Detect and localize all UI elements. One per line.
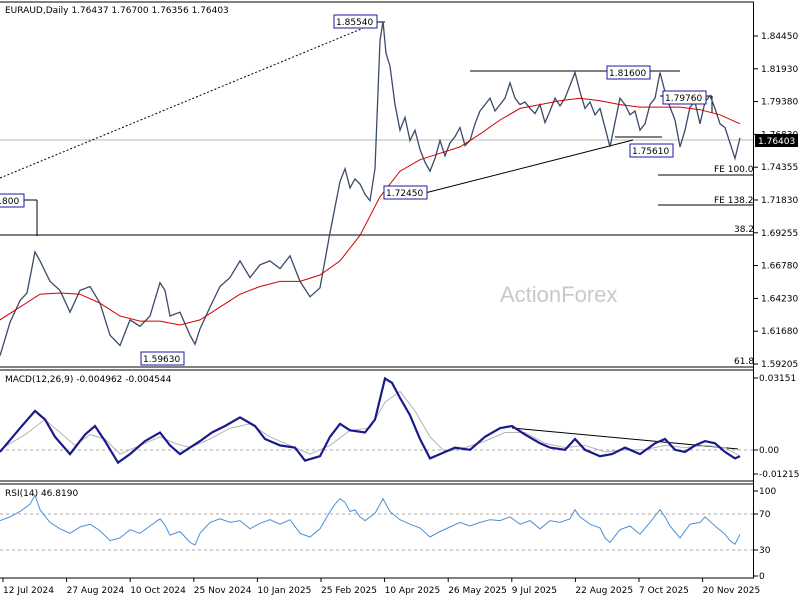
macd-axis: 0.03151 0.00 -0.012158 [754,374,800,480]
date-axis: 12 Jul 2024 27 Aug 2024 10 Oct 2024 25 Nov … [2,578,761,596]
price-tick-label: 1.59205 [761,360,798,370]
macd-tick-label: 0.00 [759,446,779,456]
svg-text:1.76403: 1.76403 [758,137,795,147]
macd-title: MACD(12,26,9) -0.004962 -0.004544 [5,375,172,385]
price-tick-label: 1.79380 [761,98,798,108]
fib-label-38: 38.2 [734,225,754,235]
price-tick-label: 1.69255 [761,229,798,239]
macd-panel: MACD(12,26,9) -0.004962 -0.004544 0.0315… [0,374,800,480]
date-tick-label: 25 Feb 2025 [321,586,377,596]
macd-series [0,376,741,465]
price-panel: EURAUD,Daily 1.76437 1.76700 1.76356 1.7… [0,6,798,370]
date-tick-label: 22 Aug 2025 [575,586,633,596]
price-tick-label: 1.74355 [761,163,798,173]
rsi-tick-label: 70 [759,510,771,520]
rsi-tick-label: 0 [759,572,765,582]
level-label-1-61800: 1.61800 [0,193,25,208]
price-header: EURAUD,Daily 1.76437 1.76700 1.76356 1.7… [5,6,229,16]
rsi-series [0,493,741,546]
level-label-1-75610: 1.75610 [629,143,674,158]
macd-tick-label: -0.012158 [759,470,800,480]
price-tick-label: 1.84450 [761,32,798,42]
rsi-panel: RSI(14) 46.8190 100 70 30 0 [0,487,776,582]
svg-text:1.85540: 1.85540 [336,18,373,28]
date-tick-label: 7 Oct 2025 [639,586,689,596]
svg-text:1.75610: 1.75610 [632,147,669,157]
date-tick-label: 20 Nov 2025 [703,586,761,596]
fib-label-fe100: FE 100.0 [714,165,754,175]
svg-text:1.79760: 1.79760 [665,94,702,104]
svg-text:1.61800: 1.61800 [0,197,19,207]
date-tick-label: 25 Nov 2024 [194,586,252,596]
date-tick-label: 10 Jan 2025 [257,586,311,596]
price-tick-label: 1.66780 [761,262,798,272]
macd-signal-series [0,390,741,457]
fib-label-fe138: FE 138.2 [714,196,754,206]
date-tick-label: 9 Jul 2025 [512,586,557,596]
date-tick-label: 10 Oct 2024 [130,586,186,596]
price-tick-label: 1.61680 [761,327,798,337]
svg-text:1.81600: 1.81600 [609,69,646,79]
level-label-1-59630: 1.59630 [140,351,185,366]
price-series [0,21,741,356]
svg-text:1.59630: 1.59630 [143,355,180,365]
level-label-1-79760: 1.79760 [662,90,707,105]
price-tick-label: 1.71830 [761,196,798,206]
level-label-1-72450: 1.72450 [383,185,428,200]
price-tick-label: 1.81930 [761,65,798,75]
date-tick-label: 27 Aug 2024 [67,586,125,596]
panel-frames [0,1,754,579]
rsi-tick-label: 30 [759,546,771,556]
level-label-1-81600: 1.81600 [606,65,651,80]
svg-text:1.72450: 1.72450 [386,189,423,199]
date-tick-label: 26 May 2025 [448,586,507,596]
price-tick-label: 1.64230 [761,294,798,304]
rsi-title: RSI(14) 46.8190 [5,489,78,499]
moving-average-series [0,97,741,326]
date-tick-label: 12 Jul 2024 [3,586,54,596]
rsi-tick-label: 100 [759,487,776,497]
date-tick-label: 10 Apr 2025 [385,586,441,596]
level-label-1-85540: 1.85540 [333,14,378,29]
current-price-tag: 1.76403 [755,134,798,147]
macd-tick-label: 0.03151 [759,374,796,384]
fib-label-61: 61.8 [734,357,754,367]
rsi-axis: 100 70 30 0 [754,487,776,582]
rising-trendline [424,139,634,194]
watermark: ActionForex [500,282,617,307]
dotted-trendline [0,21,379,179]
